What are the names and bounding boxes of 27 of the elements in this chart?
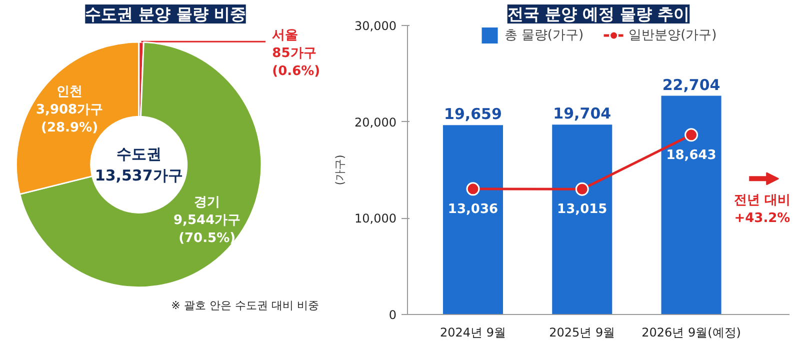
data-label: 19,659 (444, 105, 502, 124)
x-tick-label: 2024년 9월 (440, 326, 506, 340)
data-label: 13,036 (448, 202, 498, 217)
data-label: 19,704 (553, 104, 612, 123)
slice-label: 경기 (194, 194, 220, 210)
data-label: 13,015 (557, 202, 608, 218)
x-tick-label: 2025년 9월 (549, 326, 616, 340)
y-axis-title: (가구) (334, 154, 347, 186)
data-label: 18,643 (666, 148, 716, 163)
data-label: 3,908가구 (28.9%) (36, 102, 104, 136)
slice-label: 인천 (56, 84, 83, 100)
data-label: 22,704 (662, 76, 720, 94)
slice-label: 서울 (272, 28, 298, 44)
text: ※ 괄호 안은 수도권 대비 비중 (171, 298, 319, 312)
y-tick-label: 0 (388, 308, 397, 322)
chart-title: 수도권 분양 물량 비중 (85, 4, 246, 24)
data-label: 85가구 (0.6%) (272, 46, 320, 80)
y-tick-label: 20,000 (354, 115, 397, 130)
y-tick-label: 10,000 (354, 212, 397, 226)
text: 수도권 13,537가구 (94, 144, 183, 184)
legend-label: 총 물량(가구) (504, 27, 584, 44)
chart-title: 전국 분양 예정 물량 추이 (507, 4, 690, 24)
data-label: 9,544가구 (70.5%) (174, 212, 241, 246)
y-tick-label: 30,000 (354, 19, 397, 33)
x-tick-label: 2026년 9월(예정) (642, 326, 741, 340)
legend-label: 일반분양(가구) (628, 27, 717, 44)
annotation: 전년 대비 +43.2% (734, 193, 790, 226)
